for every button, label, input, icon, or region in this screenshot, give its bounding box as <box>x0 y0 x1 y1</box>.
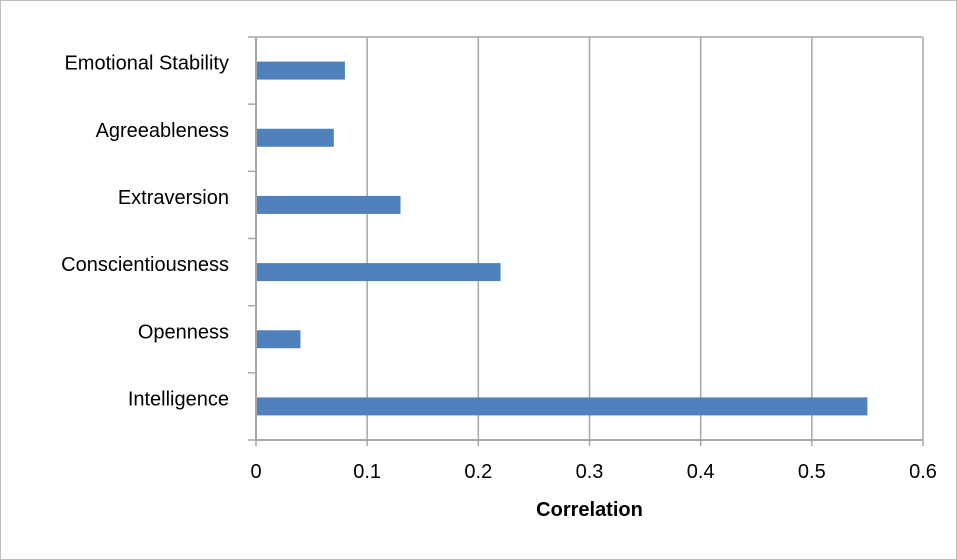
x-tick-label: 0.6 <box>909 461 937 483</box>
x-tick-label: 0.2 <box>464 461 492 483</box>
x-tick-label: 0.4 <box>687 461 715 483</box>
bar-openness <box>256 330 301 349</box>
x-tick-label: 0.1 <box>353 461 381 483</box>
x-tick-label: 0.5 <box>798 461 826 483</box>
bars <box>256 61 868 416</box>
bar-emotional-stability <box>256 61 345 80</box>
axes <box>248 36 924 446</box>
tick-labels: 0 0.1 0.2 0.3 0.4 0.5 0.6 Intelligence Openness C… <box>61 53 937 483</box>
y-tick-label: Intelligence <box>128 388 229 410</box>
bar-extraversion <box>256 195 401 214</box>
y-tick-label: Openness <box>138 321 229 343</box>
gridlines <box>256 36 924 440</box>
x-axis-title: Correlation <box>536 499 643 521</box>
y-tick-label: Conscientiousness <box>61 254 229 276</box>
y-tick-label: Agreeableness <box>96 120 229 142</box>
x-tick-label: 0.3 <box>576 461 604 483</box>
bar-conscientiousness <box>256 263 501 282</box>
y-tick-label: Emotional Stability <box>64 53 229 75</box>
bar-agreeableness <box>256 128 334 147</box>
y-tick-label: Extraversion <box>118 187 229 209</box>
x-tick-label: 0 <box>250 461 261 483</box>
bar-intelligence <box>256 397 868 416</box>
